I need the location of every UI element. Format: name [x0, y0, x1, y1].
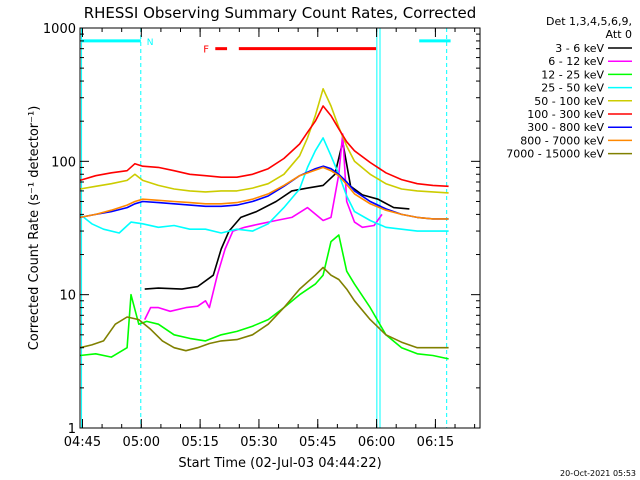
- chart-title: RHESSI Observing Summary Count Rates, Co…: [84, 4, 477, 22]
- generation-timestamp: 20-Oct-2021 05:53: [560, 469, 636, 478]
- series-line-3: [79, 137, 449, 234]
- series-line-1: [143, 133, 383, 320]
- y-axis-label: Corrected Count Rate (s⁻¹ detector⁻¹): [27, 106, 42, 351]
- legend-label: 7000 - 15000 keV: [506, 148, 604, 161]
- series-line-6: [79, 165, 449, 220]
- x-tick-label: 05:45: [299, 435, 336, 450]
- y-tick-label: 100: [51, 155, 76, 170]
- legend-label: 6 - 12 keV: [548, 55, 604, 68]
- y-tick-label: 10: [59, 289, 76, 304]
- legend-label: 50 - 100 keV: [534, 95, 604, 108]
- legend-label: 25 - 50 keV: [541, 82, 604, 95]
- x-tick-label: 06:00: [358, 435, 395, 450]
- legend-label: 100 - 300 keV: [527, 108, 604, 121]
- series-line-8: [79, 266, 449, 352]
- x-tick-label: 05:15: [181, 435, 218, 450]
- plot-frame: [79, 27, 481, 429]
- x-tick-label: 04:45: [64, 435, 101, 450]
- night-label: N: [147, 38, 154, 48]
- legend-label: 12 - 25 keV: [541, 68, 604, 81]
- legend-label: 800 - 7000 keV: [520, 134, 604, 147]
- x-tick-label: 05:30: [240, 435, 277, 450]
- flare-label: F: [203, 45, 209, 56]
- series-line-0: [144, 141, 410, 290]
- x-axis-label: Start Time (02-Jul-03 04:44:22): [178, 456, 381, 471]
- y-tick-label: 1000: [43, 22, 76, 37]
- y-tick-label: 1: [68, 422, 76, 437]
- series-line-2: [79, 234, 449, 360]
- legend-header-detectors: Det 1,3,4,5,6,9,: [546, 15, 632, 28]
- series-line-4: [79, 88, 449, 194]
- legend-label: 3 - 6 keV: [555, 42, 604, 55]
- series-line-5: [79, 105, 449, 188]
- legend-header-attenuator: Att 0: [606, 28, 632, 41]
- legend-label: 300 - 800 keV: [527, 121, 604, 134]
- x-tick-label: 05:00: [123, 435, 160, 450]
- series-line-7: [79, 166, 449, 220]
- x-tick-label: 06:15: [417, 435, 454, 450]
